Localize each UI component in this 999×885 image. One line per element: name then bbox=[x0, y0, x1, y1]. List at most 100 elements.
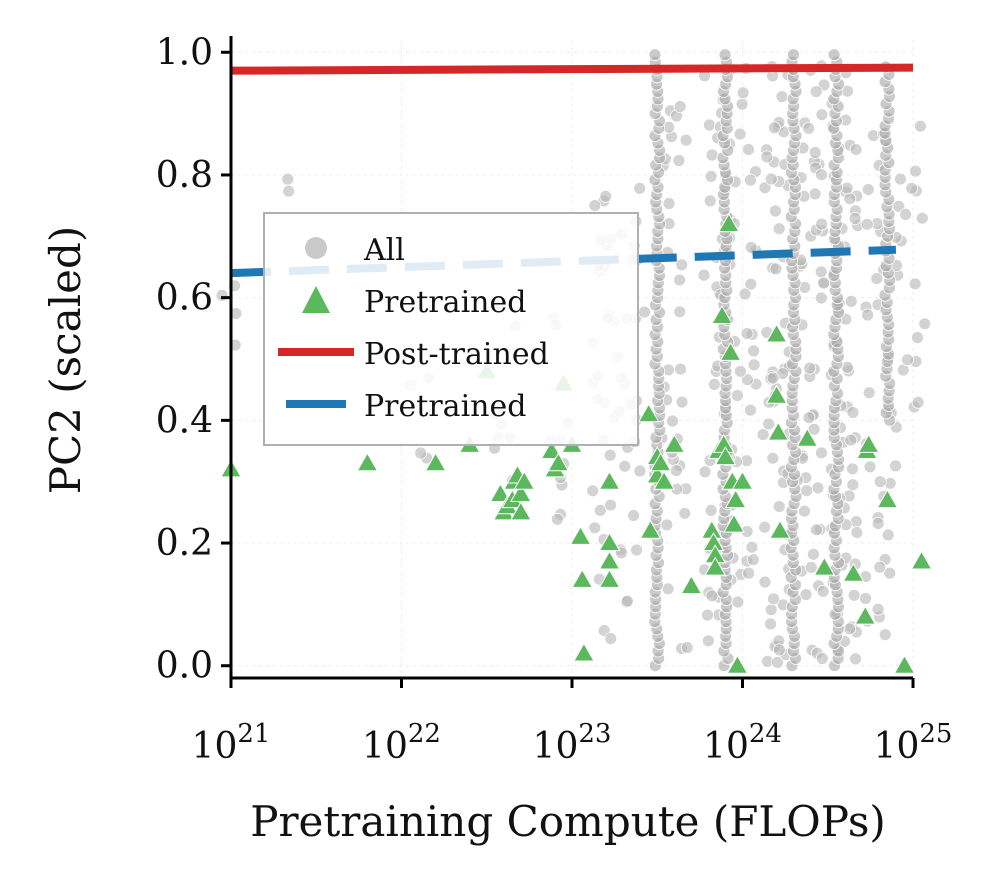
point-all-95 bbox=[661, 582, 675, 596]
point-pretrained-60 bbox=[893, 654, 916, 674]
point-all-298 bbox=[816, 585, 830, 598]
point-pretrained-51 bbox=[767, 421, 790, 441]
point-all-516 bbox=[648, 48, 662, 62]
point-all-285 bbox=[802, 411, 816, 425]
point-all-325 bbox=[846, 462, 859, 476]
point-all-307 bbox=[802, 121, 816, 135]
point-all-340 bbox=[850, 526, 864, 539]
point-all-313 bbox=[815, 108, 829, 122]
point-all-397 bbox=[860, 217, 874, 231]
point-all-171 bbox=[747, 358, 761, 372]
point-all-78 bbox=[621, 594, 634, 608]
point-all-175 bbox=[742, 566, 755, 580]
point-pretrained-27 bbox=[639, 519, 662, 539]
point-all-234 bbox=[775, 90, 789, 104]
point-all-418 bbox=[889, 459, 902, 473]
point-all-73 bbox=[638, 305, 651, 319]
point-all-260 bbox=[807, 547, 820, 561]
point-all-241 bbox=[769, 204, 782, 218]
point-pretrained-55 bbox=[842, 562, 865, 582]
point-all-124 bbox=[703, 118, 716, 132]
point-all-345 bbox=[849, 143, 863, 157]
point-all-308 bbox=[815, 217, 828, 231]
point-all-166 bbox=[747, 344, 760, 358]
point-all-407 bbox=[873, 475, 887, 489]
point-pretrained-31 bbox=[653, 470, 675, 490]
point-all-299 bbox=[808, 187, 822, 201]
point-all-301 bbox=[800, 484, 814, 498]
point-all-293 bbox=[815, 168, 828, 182]
point-all-100 bbox=[670, 464, 683, 478]
point-pretrained-37 bbox=[704, 556, 727, 576]
point-all-344 bbox=[846, 406, 860, 419]
point-pretrained-33 bbox=[680, 574, 703, 594]
legend-marker-pretrained bbox=[302, 286, 330, 313]
point-all-191 bbox=[744, 240, 758, 254]
point-all-286 bbox=[798, 504, 811, 518]
point-all-237 bbox=[772, 500, 786, 514]
point-all-328 bbox=[847, 588, 861, 602]
point-all-403 bbox=[871, 517, 885, 530]
point-all-248 bbox=[771, 656, 784, 669]
point-all-51 bbox=[588, 199, 602, 213]
point-all-383 bbox=[881, 528, 895, 542]
point-all-164 bbox=[744, 403, 757, 417]
point-pretrained-53 bbox=[796, 427, 819, 447]
point-all-310 bbox=[817, 276, 831, 290]
point-all-24 bbox=[551, 512, 564, 526]
point-all-251 bbox=[766, 451, 780, 465]
point-all-600 bbox=[718, 48, 732, 62]
point-all-142 bbox=[705, 589, 719, 603]
legend-label-pretrained-fit: Pretrained bbox=[364, 389, 526, 424]
point-all-388 bbox=[873, 560, 887, 574]
y-tick-label-4: 0.8 bbox=[156, 155, 213, 196]
point-all-281 bbox=[815, 446, 828, 460]
point-all-404 bbox=[870, 272, 884, 286]
point-pretrained-19 bbox=[569, 525, 592, 545]
x-axis-label: Pretraining Compute (FLOPs) bbox=[250, 797, 886, 846]
point-all-185 bbox=[745, 540, 759, 554]
point-all-346 bbox=[848, 212, 862, 225]
point-all-154 bbox=[704, 503, 718, 517]
point-all-272 bbox=[814, 291, 828, 305]
point-all-278 bbox=[811, 481, 825, 495]
point-all-430 bbox=[918, 317, 932, 331]
point-all-119 bbox=[697, 268, 711, 282]
legend-label-pretrained: Pretrained bbox=[364, 285, 526, 320]
point-all-5 bbox=[282, 184, 296, 198]
x-tick-label-3: 1024 bbox=[703, 719, 782, 767]
y-tick-label-1: 0.2 bbox=[156, 523, 213, 564]
point-all-409 bbox=[871, 602, 885, 616]
point-all-165 bbox=[740, 327, 754, 341]
fit-lines bbox=[230, 63, 914, 278]
point-all-408 bbox=[862, 386, 876, 400]
point-all-207 bbox=[769, 262, 783, 276]
point-pretrained-43 bbox=[719, 341, 742, 361]
point-pretrained-39 bbox=[711, 305, 733, 325]
point-pretrained-52 bbox=[769, 519, 791, 539]
point-all-425 bbox=[899, 207, 912, 221]
point-all-39 bbox=[604, 498, 617, 512]
point-all-339 bbox=[844, 294, 858, 308]
point-all-131 bbox=[701, 608, 714, 622]
point-all-7 bbox=[414, 446, 428, 460]
point-all-391 bbox=[878, 628, 892, 642]
point-all-258 bbox=[764, 172, 778, 186]
legend: All Pretrained Post-trained Pretrained bbox=[263, 212, 639, 446]
line-pretrained-fit bbox=[230, 245, 897, 278]
point-all-305 bbox=[809, 85, 823, 98]
point-pretrained-45 bbox=[723, 513, 745, 533]
point-pretrained-2 bbox=[424, 452, 447, 472]
point-all-105 bbox=[678, 506, 692, 520]
point-all-108 bbox=[680, 641, 694, 654]
point-all-52 bbox=[588, 521, 602, 535]
point-all-91 bbox=[662, 197, 676, 210]
legend-marker-all bbox=[305, 237, 327, 259]
point-all-120 bbox=[704, 169, 718, 183]
point-pretrained-59 bbox=[876, 489, 899, 509]
point-all-82 bbox=[675, 258, 689, 272]
scatter-series-pretrained bbox=[220, 213, 933, 674]
point-pretrained-12 bbox=[509, 501, 532, 521]
point-all-44 bbox=[603, 448, 617, 462]
point-all-392 bbox=[859, 592, 872, 605]
